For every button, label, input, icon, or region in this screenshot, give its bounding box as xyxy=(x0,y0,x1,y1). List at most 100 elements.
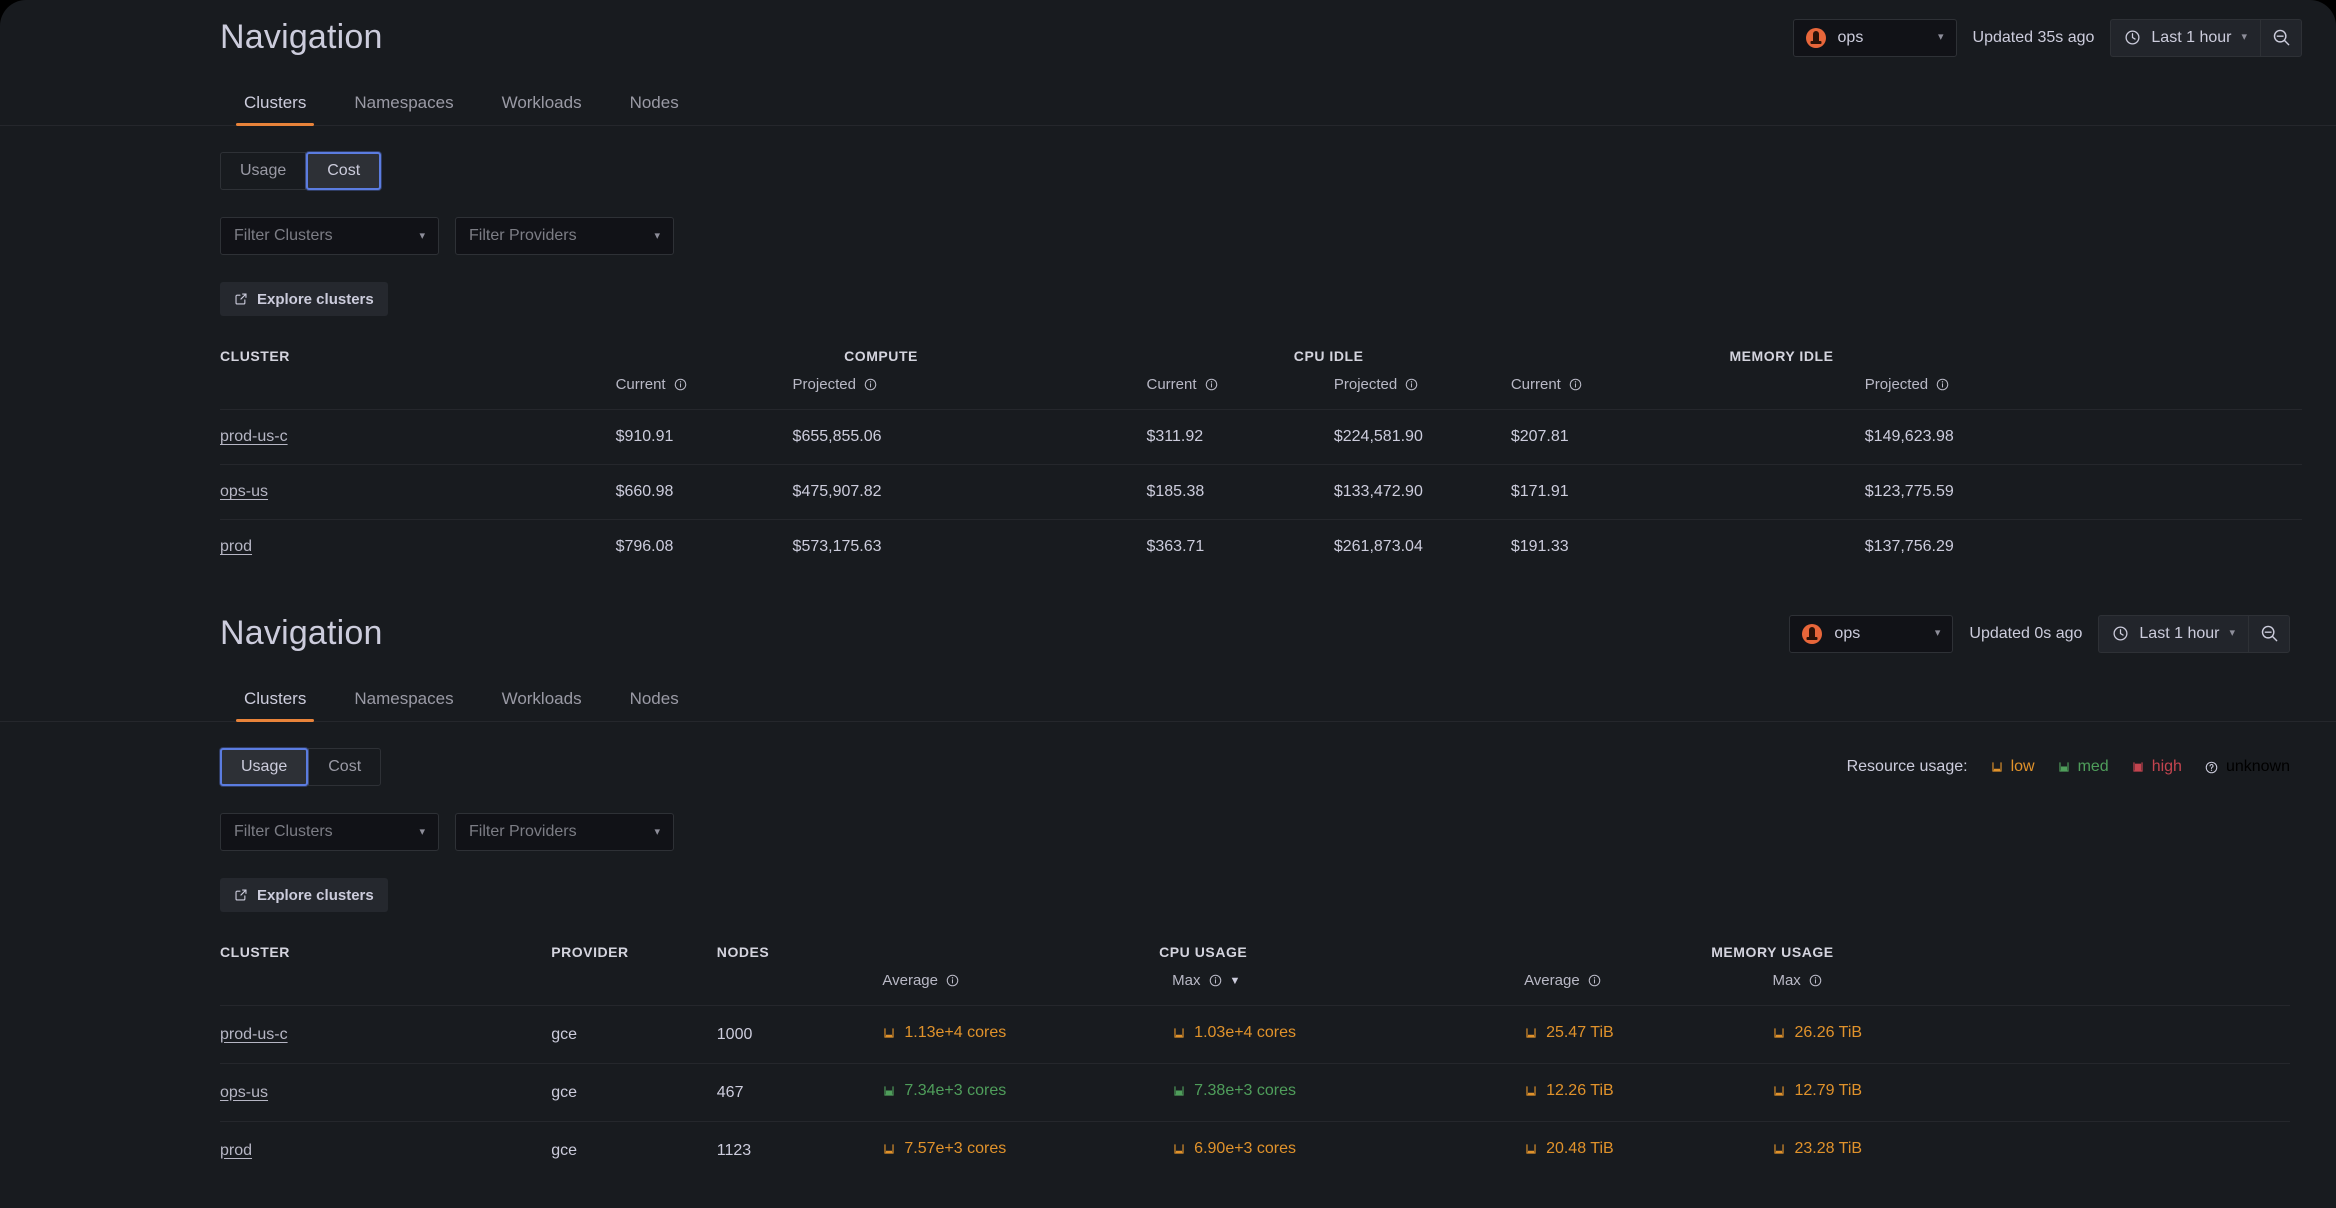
sub-header-max[interactable]: Max ▼ xyxy=(1172,966,1525,1006)
updated-status: Updated 35s ago xyxy=(1972,28,2095,46)
cost-table: CLUSTER COMPUTE CPU IDLE MEMORY IDLE Current… xyxy=(220,338,2302,574)
sub-header-label: Current xyxy=(1510,376,1561,393)
nodes-cell: 1123 xyxy=(716,1141,752,1159)
info-icon[interactable] xyxy=(1404,377,1419,392)
table-row: prod-us-c gce 1000 1.13e+4 cores 1.03e+4 cor… xyxy=(220,1005,2290,1064)
cluster-link[interactable]: prod-us-c xyxy=(220,428,288,445)
mem-max-cell: 12.79 TiB xyxy=(1772,1063,2021,1122)
page-title: Navigation xyxy=(220,614,383,652)
mem-max-cell: 23.28 TiB xyxy=(1772,1122,2020,1180)
explore-clusters-button[interactable]: Explore clusters xyxy=(220,282,388,316)
info-icon[interactable] xyxy=(1808,973,1823,988)
sub-header-blank xyxy=(716,966,883,1006)
compute-projected-cell: $655,855.06 xyxy=(792,409,1147,465)
cluster-link[interactable]: prod xyxy=(220,1141,253,1159)
table-row: prod $796.08 $573,175.63 $363.71 $261,873.04… xyxy=(220,520,2302,575)
mem-avg-value: 20.48 TiB xyxy=(1546,1140,1614,1157)
tab-workloads[interactable]: Workloads xyxy=(501,689,582,708)
time-range-picker[interactable]: Last 1 hour ▾ xyxy=(2110,18,2260,57)
filter-clusters-select[interactable]: Filter Clusters ▾ xyxy=(220,217,439,255)
info-icon[interactable] xyxy=(863,377,878,392)
filter-providers-select[interactable]: Filter Providers ▾ xyxy=(455,813,674,851)
filter-clusters-select[interactable]: Filter Clusters ▾ xyxy=(220,813,439,851)
toggle-cost[interactable]: Cost xyxy=(308,748,382,786)
legend-item-label: high xyxy=(2151,758,2182,775)
mem-avg-value: 25.47 TiB xyxy=(1546,1024,1614,1041)
cluster-link[interactable]: ops-us xyxy=(220,483,269,500)
sub-header-projected[interactable]: Projected xyxy=(792,370,1147,410)
sub-header-average[interactable]: Average xyxy=(882,966,1173,1006)
tab-namespaces[interactable]: Namespaces xyxy=(354,689,454,708)
usage-cost-toggle: Usage Cost xyxy=(220,152,382,190)
explore-clusters-button[interactable]: Explore clusters xyxy=(220,878,388,912)
tab-bar: Clusters Namespaces Workloads Nodes xyxy=(0,83,2336,126)
legend-item-label: unknown xyxy=(2225,758,2290,775)
sub-header-projected[interactable]: Projected xyxy=(1864,370,2053,410)
usage-low-icon xyxy=(1990,760,2004,774)
tab-workloads[interactable]: Workloads xyxy=(501,93,582,112)
section-header: Navigation ops ▾ Updated 0s ago Last 1 hour ▾ xyxy=(0,596,2336,653)
filter-providers-select[interactable]: Filter Providers ▾ xyxy=(455,217,674,255)
provider-cell: gce xyxy=(551,1005,717,1064)
group-header-spacer xyxy=(2021,934,2290,966)
sub-header-label: Current xyxy=(1146,376,1197,393)
tab-clusters[interactable]: Clusters xyxy=(220,679,330,722)
compute-current-cell: $796.08 xyxy=(615,538,674,555)
legend-title: Resource usage: xyxy=(1846,758,1968,775)
tab-bar: Clusters Namespaces Workloads Nodes xyxy=(0,679,2336,722)
sub-header-blank xyxy=(220,966,552,1006)
cluster-link[interactable]: prod-us-c xyxy=(220,1025,288,1043)
group-header-nodes: NODES xyxy=(716,944,770,960)
cluster-cell: prod-us-c xyxy=(220,1005,552,1064)
mem-avg-cell: 25.47 TiB xyxy=(1524,1005,1773,1064)
cpu-idle-projected-cell: $224,581.90 xyxy=(1333,409,1511,465)
sub-header-projected[interactable]: Projected xyxy=(1333,370,1511,410)
datasource-picker[interactable]: ops ▾ xyxy=(1789,614,1954,653)
info-icon[interactable] xyxy=(1587,973,1602,988)
compute-projected-cell: $475,907.82 xyxy=(792,464,1147,520)
cluster-link[interactable]: prod xyxy=(220,538,253,555)
tab-nodes[interactable]: Nodes xyxy=(629,689,679,708)
datasource-picker[interactable]: ops ▾ xyxy=(1792,18,1957,57)
zoom-out-icon[interactable] xyxy=(2248,614,2290,653)
datasource-label: ops xyxy=(1837,28,1864,46)
sub-header-average[interactable]: Average xyxy=(1524,966,1773,1006)
info-icon[interactable] xyxy=(945,973,960,988)
sort-desc-icon[interactable]: ▼ xyxy=(1229,974,1241,987)
info-icon[interactable] xyxy=(1568,377,1583,392)
tab-namespaces[interactable]: Namespaces xyxy=(354,93,454,112)
usage-unknown-icon xyxy=(2204,760,2219,775)
info-icon[interactable] xyxy=(673,377,688,392)
table-group-header-row: CLUSTER COMPUTE CPU IDLE MEMORY IDLE xyxy=(220,338,2302,370)
grafana-datasource-icon xyxy=(1805,27,1826,48)
cpu-avg-cell: 1.13e+4 cores xyxy=(882,1005,1173,1064)
tab-nodes[interactable]: Nodes xyxy=(629,93,679,112)
sub-header-current[interactable]: Current xyxy=(615,370,793,410)
cpu-max-value: 7.38e+3 cores xyxy=(1194,1082,1297,1099)
tab-clusters[interactable]: Clusters xyxy=(220,83,330,126)
time-range-picker[interactable]: Last 1 hour ▾ xyxy=(2098,614,2248,653)
toggle-usage[interactable]: Usage xyxy=(220,748,309,786)
info-icon[interactable] xyxy=(1208,973,1223,988)
row-spacer xyxy=(2020,1005,2290,1064)
cluster-link[interactable]: ops-us xyxy=(220,1083,269,1101)
sub-header-current[interactable]: Current xyxy=(1146,370,1334,410)
usage-low-icon xyxy=(1772,1142,1786,1156)
zoom-out-icon[interactable] xyxy=(2260,18,2302,57)
cpu-avg-cell: 7.57e+3 cores xyxy=(882,1122,1172,1180)
info-icon[interactable] xyxy=(1935,377,1950,392)
group-header-cpu-idle: CPU IDLE xyxy=(1293,348,1364,364)
usage-low-icon xyxy=(1772,1026,1786,1040)
group-header-cluster: CLUSTER xyxy=(220,348,290,364)
toggle-cost[interactable]: Cost xyxy=(306,152,382,190)
cpu-avg-value: 7.57e+3 cores xyxy=(904,1140,1007,1157)
mem-idle-projected-cell: $123,775.59 xyxy=(1864,464,2053,520)
cpu-avg-value: 1.13e+4 cores xyxy=(904,1024,1007,1041)
info-icon[interactable] xyxy=(1204,377,1219,392)
sub-header-current[interactable]: Current xyxy=(1510,370,1865,410)
sub-header-max[interactable]: Max xyxy=(1772,966,2021,1006)
mem-idle-current-cell: $207.81 xyxy=(1510,409,1865,465)
cpu-max-value: 1.03e+4 cores xyxy=(1194,1024,1297,1041)
toggle-usage[interactable]: Usage xyxy=(220,152,307,190)
